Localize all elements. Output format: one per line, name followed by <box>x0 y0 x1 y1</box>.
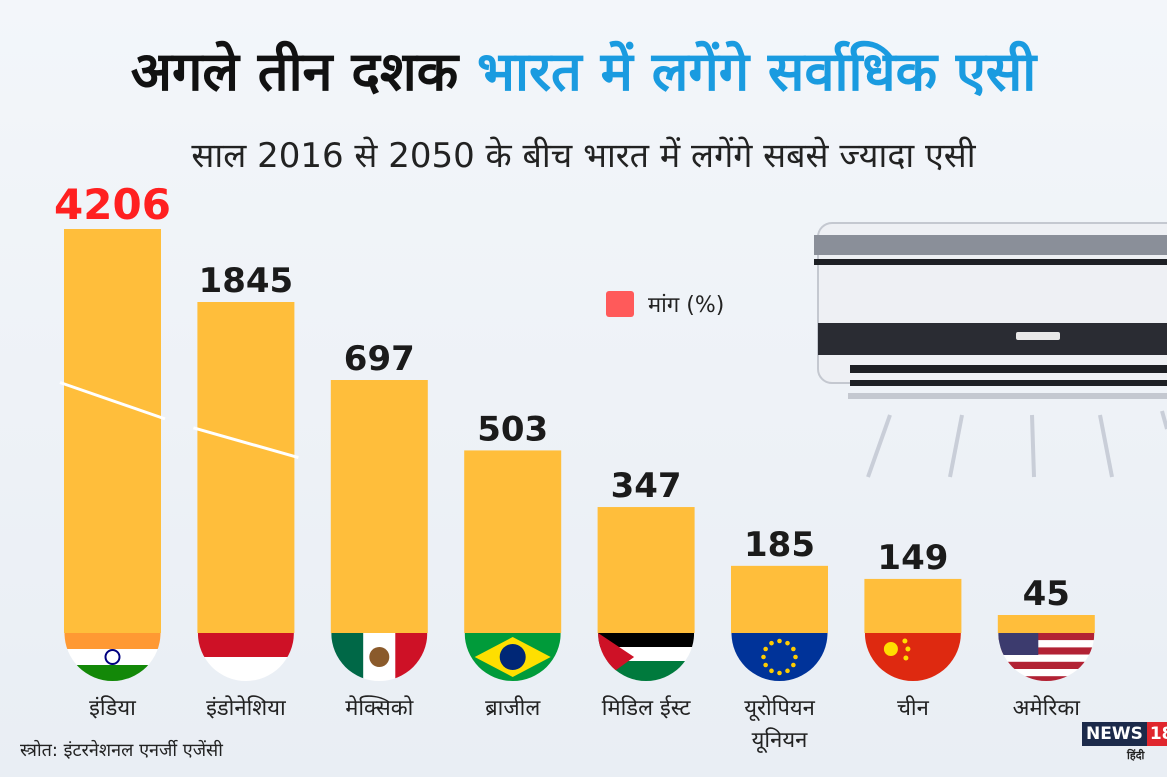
logo-sub: हिंदी <box>1127 749 1145 762</box>
axis-break-mark <box>59 381 166 421</box>
axis-break-mark <box>192 426 299 460</box>
category-label: यूरोपियन <box>744 695 815 722</box>
category-label: मेक्सिको <box>345 695 413 721</box>
bar-value-label: 697 <box>344 339 415 379</box>
bar <box>731 565 828 633</box>
news18-logo: NEWS18 हिंदी <box>1082 722 1167 762</box>
bar-value-label: 185 <box>744 525 815 565</box>
bar-value-label: 4206 <box>54 180 171 229</box>
legend-swatch <box>606 291 634 317</box>
bar <box>464 450 562 633</box>
indonesia-flag <box>197 633 294 681</box>
category-label: इंडिया <box>89 695 136 721</box>
india-flag <box>64 633 161 681</box>
title-part-1: अगले तीन दशक <box>130 40 459 103</box>
china-flag <box>864 633 961 681</box>
category-label: ब्राजील <box>485 695 541 721</box>
usa-flag <box>998 633 1095 682</box>
bar-value-label: 347 <box>611 466 682 506</box>
bar <box>197 302 295 633</box>
logo-number: 18 <box>1146 722 1167 746</box>
legend-label: मांग (%) <box>648 293 725 318</box>
bar-value-label: 503 <box>477 409 548 449</box>
bar <box>64 229 161 633</box>
mexico-flag <box>331 633 428 681</box>
category-label: इंडोनेशिया <box>206 695 286 721</box>
title-part-2: भारत में लगेंगे सर्वाधिक एसी <box>477 40 1037 103</box>
bar <box>997 615 1095 633</box>
air-conditioner-illustration <box>814 222 1167 478</box>
logo-brand: NEWS <box>1082 722 1147 746</box>
legend: मांग (%) <box>606 289 724 319</box>
bar-value-label: 1845 <box>199 261 294 301</box>
page-title: अगले तीन दशक भारत में लगेंगे सर्वाधिक एस… <box>0 40 1167 104</box>
bar <box>597 507 695 633</box>
subtitle: साल 2016 से 2050 के बीच भारत में लगेंगे … <box>191 136 976 176</box>
bar-value-label: 149 <box>877 538 948 578</box>
category-label: अमेरिका <box>1013 695 1081 721</box>
bar <box>330 380 428 633</box>
brazil-flag <box>464 633 561 681</box>
bar <box>864 578 962 633</box>
palestine-flag <box>598 633 695 681</box>
category-label: यूनियन <box>752 727 808 754</box>
category-label: चीन <box>897 695 930 721</box>
source-note: स्त्रोत: इंटरनेशनल एनर्जी एजेंसी <box>20 740 223 761</box>
eu-flag <box>731 633 828 681</box>
bar-value-label: 45 <box>1023 574 1070 614</box>
category-label: मिडिल ईस्ट <box>602 695 692 721</box>
